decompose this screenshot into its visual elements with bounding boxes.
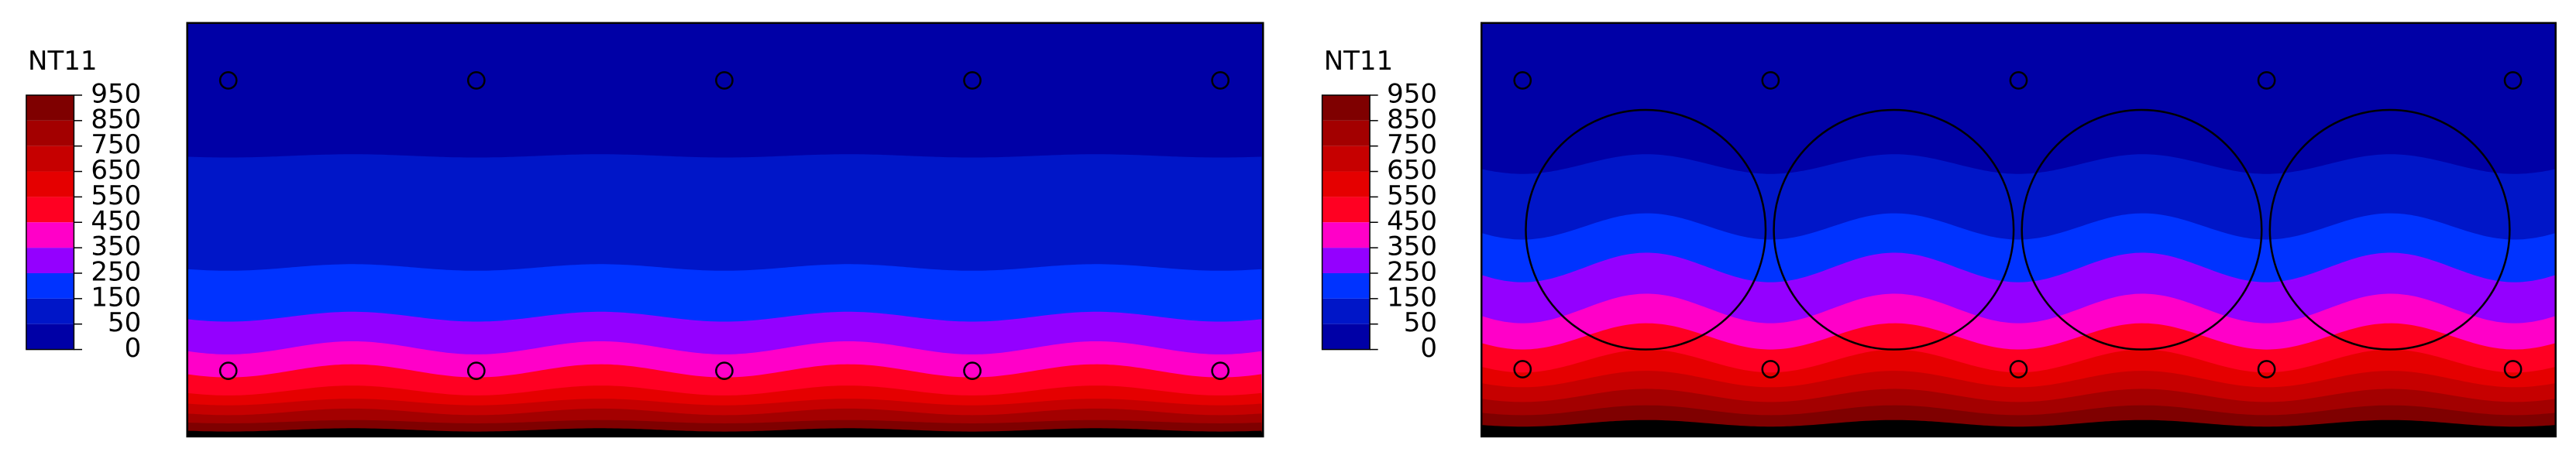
legend-label: 750 — [1387, 129, 1437, 160]
probe-marker — [218, 71, 238, 90]
legend-swatch — [1322, 298, 1371, 324]
probe-marker — [1761, 71, 1780, 90]
legend-swatch — [1322, 248, 1371, 273]
legend-swatch — [1322, 120, 1371, 146]
legend-swatch — [1322, 197, 1371, 223]
pipe-outline — [1525, 108, 1767, 351]
probe-marker — [1513, 360, 1532, 378]
legend-swatch — [1322, 222, 1371, 248]
legend-label: 350 — [1387, 231, 1437, 262]
legend-label: 50 — [108, 307, 141, 338]
legend-label: 950 — [91, 78, 141, 109]
legend-swatch — [26, 171, 74, 197]
contour-band — [187, 428, 1263, 437]
probe-marker — [1513, 71, 1532, 90]
probe-marker — [218, 361, 238, 380]
legend-swatch — [1322, 146, 1371, 172]
legend-swatch — [26, 120, 74, 146]
legend-swatch — [26, 94, 74, 121]
pipe-outline — [1773, 108, 2015, 351]
legend-swatch — [26, 248, 74, 273]
legend-swatch — [26, 222, 74, 248]
legend-label: 50 — [1404, 307, 1437, 338]
legend-label: 750 — [91, 129, 141, 160]
legend-swatch — [26, 146, 74, 172]
legend-title: NT11 — [1324, 46, 1393, 77]
legend-swatch — [26, 272, 74, 299]
legend-label: 250 — [1387, 256, 1437, 287]
probe-marker — [466, 361, 486, 380]
legend-swatch — [1322, 324, 1371, 350]
legend-swatch — [26, 197, 74, 223]
probe-marker — [466, 71, 486, 90]
legend-label: 450 — [1387, 206, 1437, 237]
legend-label: 250 — [91, 256, 141, 287]
probe-marker — [2503, 71, 2523, 90]
contour-field — [1481, 23, 2556, 437]
legend-title: NT11 — [28, 46, 97, 77]
contour-field — [187, 23, 1263, 437]
probe-marker — [1761, 360, 1780, 378]
probe-marker — [1211, 361, 1230, 380]
probe-marker — [715, 71, 734, 90]
legend-label: 850 — [91, 104, 141, 135]
legend-label: 150 — [91, 282, 141, 313]
legend-label: 150 — [1387, 282, 1437, 313]
probe-marker — [2503, 360, 2523, 378]
legend-label: 950 — [1387, 78, 1437, 109]
legend-swatch — [26, 298, 74, 324]
legend-label: 0 — [1420, 333, 1437, 364]
legend-label: 450 — [91, 206, 141, 237]
contour-band — [1481, 419, 2556, 437]
legend-label: 550 — [1387, 180, 1437, 211]
pipe-outline — [2268, 108, 2511, 351]
pipe-outline — [2021, 108, 2263, 351]
legend-swatch — [26, 324, 74, 350]
probe-marker — [2257, 360, 2276, 378]
plot-frame — [1480, 22, 2557, 438]
probe-marker — [2009, 71, 2028, 90]
probe-marker — [715, 361, 734, 380]
legend-swatch — [1322, 171, 1371, 197]
legend-label: 650 — [1387, 155, 1437, 186]
probe-marker — [2257, 71, 2276, 90]
probe-marker — [2009, 360, 2028, 378]
legend-label: 0 — [125, 333, 142, 364]
legend-frame — [26, 94, 75, 351]
legend-label: 550 — [91, 180, 141, 211]
legend-label: 350 — [91, 231, 141, 262]
probe-marker — [963, 71, 982, 90]
plot-frame — [186, 22, 1264, 438]
legend-label: 850 — [1387, 104, 1437, 135]
legend-swatch — [1322, 272, 1371, 299]
legend-label: 650 — [91, 155, 141, 186]
probe-marker — [1211, 71, 1230, 90]
legend-swatch — [1322, 94, 1371, 121]
probe-marker — [963, 361, 982, 380]
